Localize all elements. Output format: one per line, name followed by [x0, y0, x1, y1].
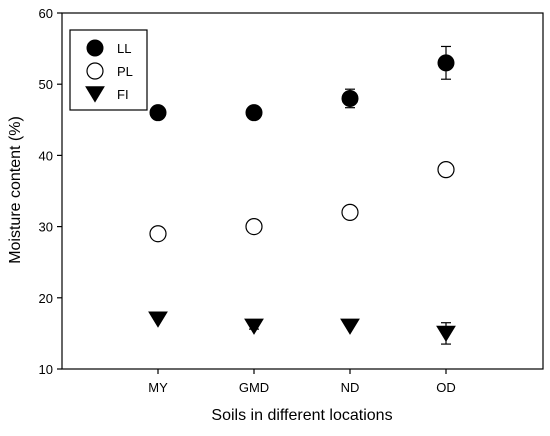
y-tick-label: 60: [39, 6, 53, 21]
legend: LL PL FI: [69, 29, 148, 111]
y-tick-label: 30: [39, 220, 53, 235]
x-tick-label: OD: [436, 380, 456, 395]
data-point-pl: [149, 225, 167, 243]
series-fi: [148, 311, 456, 345]
series-pl: [149, 161, 455, 243]
series-ll: [149, 45, 455, 122]
data-point-fi: [244, 318, 264, 335]
legend-marker-ll: [86, 39, 104, 57]
x-tick-label: ND: [341, 380, 360, 395]
y-tick-label: 10: [39, 362, 53, 377]
legend-marker-fi: [85, 86, 105, 103]
data-point-pl: [341, 203, 359, 221]
series-layer: [148, 45, 456, 345]
data-point-pl: [245, 218, 263, 236]
data-point-ll: [341, 89, 359, 107]
legend-marker-pl: [86, 62, 104, 80]
y-tick-label: 50: [39, 77, 53, 92]
data-point-ll: [149, 104, 167, 122]
x-axis: MY GMD ND OD: [148, 369, 456, 395]
legend-label: FI: [117, 87, 129, 102]
data-point-ll: [245, 104, 263, 122]
y-axis: 10 20 30 40 50 60: [39, 6, 62, 377]
data-point-ll: [437, 54, 455, 72]
plot-frame: [61, 12, 544, 370]
data-point-fi: [340, 318, 360, 335]
legend-label: LL: [117, 41, 131, 56]
x-tick-label: GMD: [239, 380, 269, 395]
x-axis-title: Soils in different locations: [211, 407, 392, 424]
data-point-pl: [437, 161, 455, 179]
legend-label: PL: [117, 64, 133, 79]
data-point-fi: [148, 311, 168, 328]
legend-box: [69, 29, 148, 111]
x-tick-label: MY: [148, 380, 168, 395]
data-point-fi: [436, 325, 456, 343]
y-axis-title: Moisture content (%): [7, 116, 24, 264]
y-tick-label: 20: [39, 291, 53, 306]
y-tick-label: 40: [39, 148, 53, 163]
